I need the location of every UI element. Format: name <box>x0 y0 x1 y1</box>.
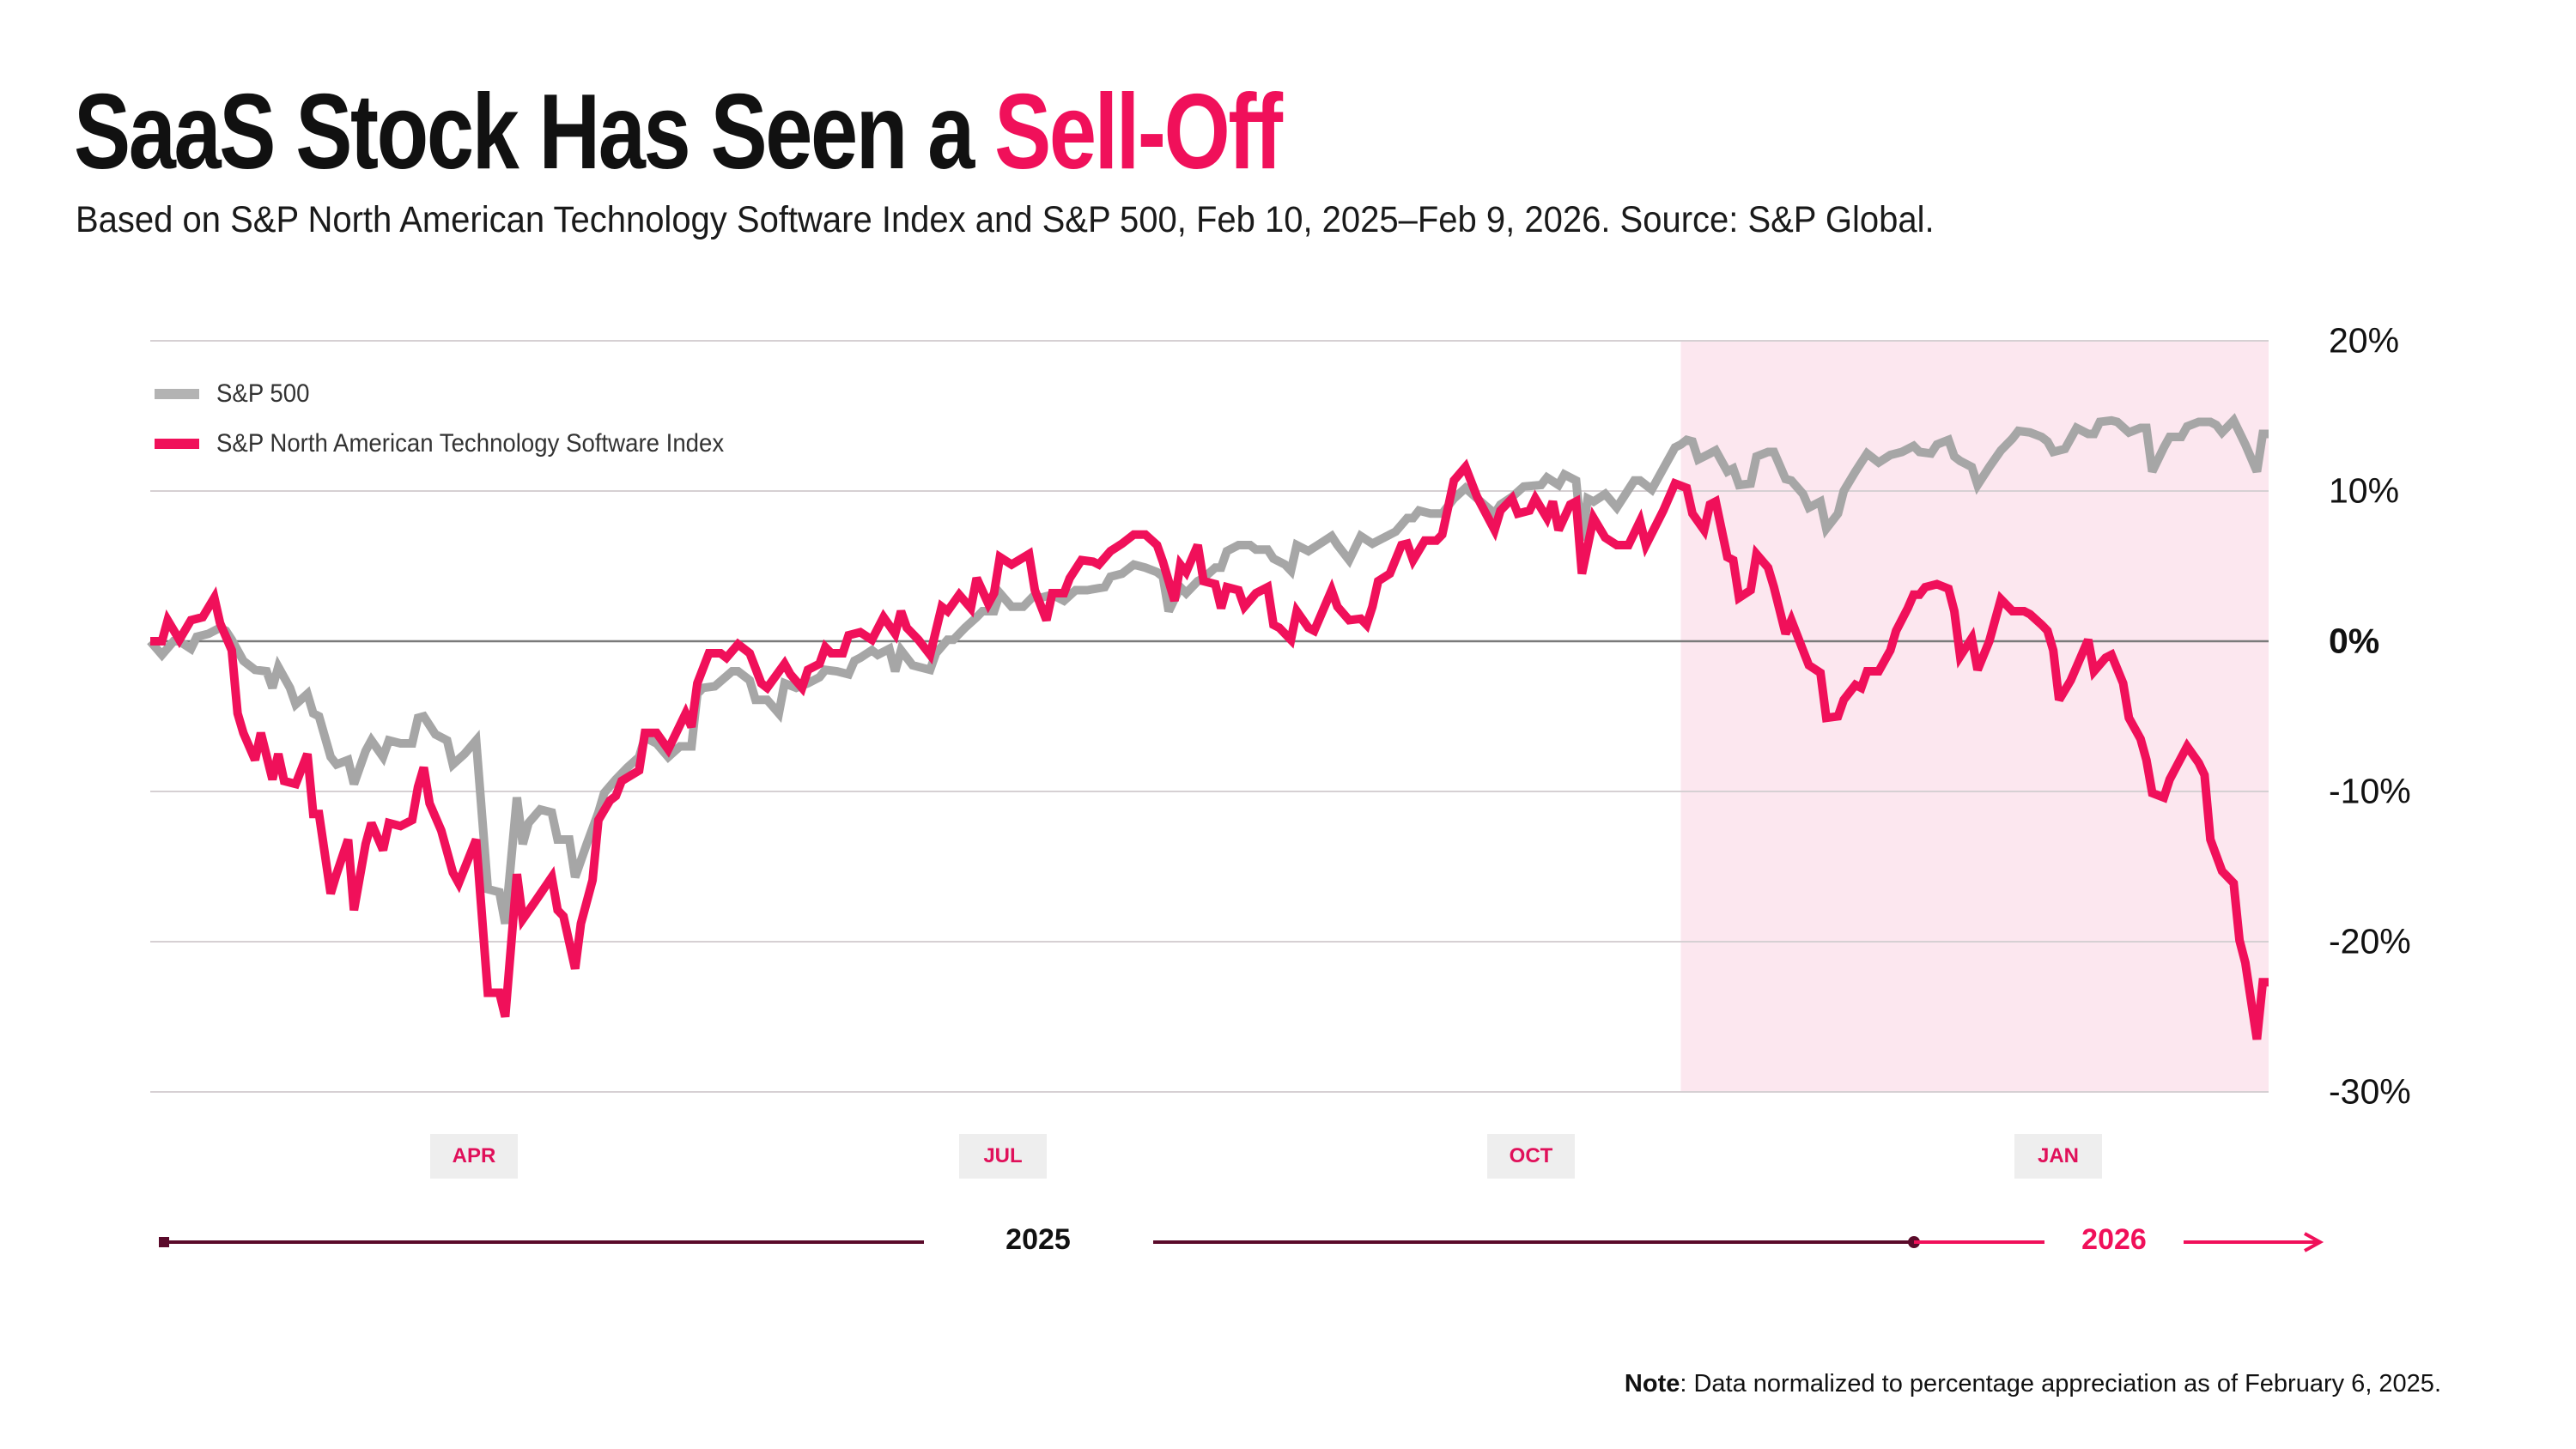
y-tick-label: 20% <box>2329 320 2400 361</box>
legend-item-software-index: S&P North American Technology Software I… <box>155 419 769 469</box>
y-tick-label: 10% <box>2329 470 2400 511</box>
x-tick-label-oct: OCT <box>1487 1134 1575 1179</box>
x-tick-label-jan: JAN <box>2014 1134 2102 1179</box>
timeline <box>159 1232 2324 1252</box>
footnote: Note: Data normalized to percentage appr… <box>1625 1370 2441 1398</box>
legend: S&P 500 S&P North American Technology So… <box>155 369 769 469</box>
y-tick-label: -20% <box>2329 921 2411 961</box>
series-line-software-index <box>150 458 2269 1040</box>
y-tick-label: -10% <box>2329 771 2411 811</box>
year-label-2025: 2025 <box>1005 1223 1071 1256</box>
y-tick-label: 0% <box>2329 621 2380 661</box>
y-tick-label: -30% <box>2329 1071 2411 1112</box>
title-highlight: Sell-Off <box>994 73 1283 191</box>
arrow-right-icon <box>2304 1232 2324 1252</box>
title-main: SaaS Stock Has Seen a <box>74 73 995 191</box>
legend-swatch-sp500 <box>155 389 199 399</box>
year-label-2026: 2026 <box>2081 1223 2147 1256</box>
legend-label: S&P North American Technology Software I… <box>216 429 725 458</box>
x-tick-label-jul: JUL <box>959 1134 1047 1179</box>
series-line-sp500 <box>147 413 2269 925</box>
series-lines <box>147 413 2269 1040</box>
page-subtitle: Based on S&P North American Technology S… <box>76 199 1935 240</box>
page-title: SaaS Stock Has Seen a Sell-Off <box>74 79 1283 185</box>
note-label: Note <box>1624 1370 1680 1397</box>
note-text: : Data normalized to percentage apprecia… <box>1680 1370 2441 1397</box>
gridlines <box>150 340 2269 1093</box>
x-tick-label-apr: APR <box>430 1134 518 1179</box>
legend-item-sp500: S&P 500 <box>155 369 769 419</box>
legend-label: S&P 500 <box>216 379 310 408</box>
legend-swatch-software-index <box>155 439 199 449</box>
